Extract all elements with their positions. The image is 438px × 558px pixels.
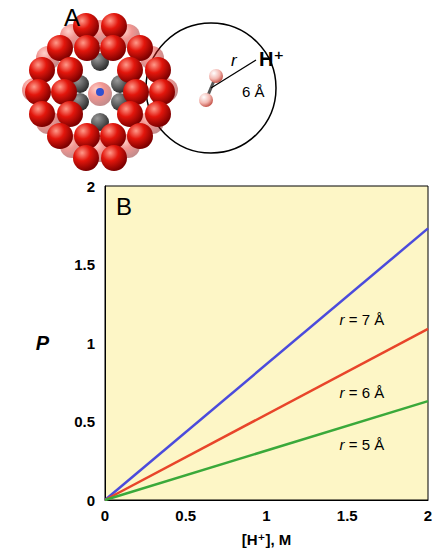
svg-text:0.5: 0.5: [175, 507, 196, 524]
svg-text:P: P: [36, 332, 50, 354]
svg-text:6 Å: 6 Å: [242, 83, 265, 100]
svg-text:1.5: 1.5: [337, 507, 358, 524]
svg-text:r: r: [339, 435, 345, 453]
svg-text:= 5 Å: = 5 Å: [345, 436, 385, 453]
svg-text:B: B: [116, 193, 132, 220]
svg-text:A: A: [64, 4, 80, 31]
svg-text:r: r: [339, 383, 345, 401]
svg-text:0.5: 0.5: [74, 413, 95, 430]
svg-text:r: r: [339, 311, 345, 329]
svg-text:0: 0: [87, 492, 95, 509]
svg-text:r: r: [231, 51, 238, 70]
svg-text:= 6 Å: = 6 Å: [345, 384, 385, 401]
svg-text:= 7 Å: = 7 Å: [345, 311, 385, 328]
svg-text:1: 1: [262, 507, 270, 524]
svg-text:0: 0: [101, 507, 109, 524]
svg-text:[H⁺], M: [H⁺], M: [242, 531, 292, 548]
svg-text:2: 2: [87, 178, 95, 195]
svg-text:2: 2: [424, 507, 432, 524]
svg-text:1.5: 1.5: [74, 256, 95, 273]
svg-text:H⁺: H⁺: [259, 48, 284, 70]
svg-text:1: 1: [87, 335, 95, 352]
